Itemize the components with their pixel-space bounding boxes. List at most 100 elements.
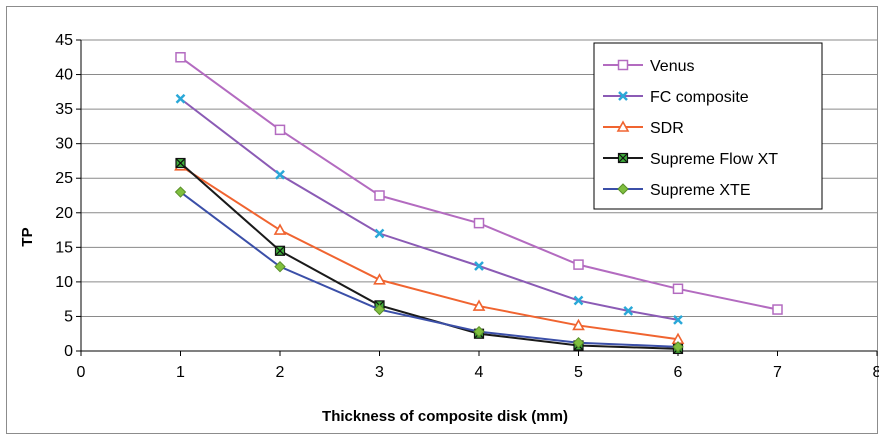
data-point-supreme-flow-xt-1 (274, 245, 286, 256)
y-tick-label-35: 35 (55, 101, 73, 118)
data-point-fc-composite-0 (175, 93, 186, 104)
legend-swatch-marker (616, 120, 630, 132)
marker-shape (473, 325, 485, 338)
marker-shape (374, 190, 385, 201)
marker-shape (573, 259, 584, 270)
legend-label-sdr: SDR (650, 120, 684, 137)
legend-swatch-marker (617, 59, 629, 71)
marker-shape (175, 52, 186, 63)
marker-shape (617, 183, 629, 195)
data-point-fc-composite-5 (623, 306, 634, 316)
y-tick-label-15: 15 (55, 239, 73, 256)
grid-layer (81, 39, 877, 317)
series-fc-composite (175, 93, 683, 325)
series-layer (174, 52, 783, 355)
y-tick-label-10: 10 (55, 274, 73, 291)
data-point-venus-6 (772, 304, 783, 315)
x-tick-label-6: 6 (674, 364, 683, 381)
data-point-supreme-xte-2 (373, 303, 386, 316)
data-point-supreme-xte-4 (572, 336, 585, 349)
marker-shape (473, 217, 485, 229)
y-tick-label-40: 40 (55, 67, 73, 84)
data-point-venus-1 (274, 124, 286, 136)
legend-label-venus: Venus (650, 58, 694, 75)
marker-shape (275, 246, 285, 256)
data-point-supreme-xte-0 (174, 186, 187, 198)
legend: Venus FC composite SDR Supreme Flow XT Supre… (593, 42, 823, 210)
series-line-supreme-xte (179, 191, 679, 348)
marker-shape (572, 318, 585, 331)
marker-shape (273, 223, 287, 235)
marker-shape (274, 260, 286, 273)
y-tick-label-20: 20 (55, 205, 73, 222)
data-point-supreme-xte-3 (473, 325, 485, 338)
data-point-venus-3 (473, 217, 485, 229)
data-point-venus-5 (672, 283, 684, 295)
marker-shape (174, 186, 187, 198)
data-point-supreme-flow-xt-0 (175, 157, 186, 169)
marker-shape (373, 273, 386, 285)
data-point-venus-0 (175, 52, 186, 63)
marker-shape (672, 341, 684, 353)
legend-item-sdr: SDR (603, 120, 684, 137)
series-supreme-xte (174, 186, 684, 353)
x-axis-title: Thickness of composite disk (mm) (322, 408, 568, 425)
legend-swatch-marker (617, 152, 629, 164)
legend-swatch-marker (618, 91, 628, 101)
chart-frame: 0 5 10 15 20 25 30 35 40 45 0 1 2 3 4 5 6 7 8 Venus FC comp… (6, 6, 879, 434)
x-tick-label-3: 3 (375, 364, 384, 381)
marker-shape (275, 169, 285, 180)
x-tick-label-0: 0 (77, 364, 86, 381)
marker-shape (618, 91, 628, 101)
marker-shape (573, 295, 584, 306)
marker-shape (176, 158, 185, 168)
series-line-sdr (179, 164, 679, 341)
data-point-sdr-3 (472, 299, 486, 311)
y-tick-label-25: 25 (55, 170, 73, 187)
legend-label-supreme-xte: Supreme XTE (650, 182, 750, 199)
legend-item-supreme-flow-xt: Supreme Flow XT (603, 151, 778, 168)
marker-shape (175, 93, 186, 104)
marker-shape (672, 283, 684, 295)
x-tick-label-1: 1 (176, 364, 185, 381)
y-tick-label-30: 30 (55, 136, 73, 153)
data-point-sdr-4 (572, 318, 585, 331)
marker-shape (572, 336, 585, 349)
data-point-sdr-2 (373, 273, 386, 285)
y-tick-label-45: 45 (55, 32, 73, 49)
series-line-supreme-flow-xt (179, 162, 679, 350)
y-axis-title: TP (19, 227, 36, 246)
data-point-sdr-1 (273, 223, 287, 235)
data-point-fc-composite-1 (275, 169, 285, 180)
marker-shape (618, 153, 628, 163)
data-point-fc-composite-2 (374, 228, 385, 239)
marker-shape (472, 299, 486, 311)
legend-item-supreme-xte: Supreme XTE (603, 182, 750, 199)
data-point-venus-4 (573, 259, 584, 270)
data-point-fc-composite-3 (474, 261, 484, 271)
x-tick-label-5: 5 (574, 364, 583, 381)
data-point-fc-composite-6 (673, 315, 683, 325)
marker-shape (616, 120, 630, 132)
y-tick-label-5: 5 (64, 308, 73, 325)
marker-shape (374, 228, 385, 239)
legend-item-venus: Venus (603, 58, 694, 75)
legend-label-fc-composite: FC composite (650, 89, 749, 106)
marker-shape (617, 59, 629, 71)
y-tick-label-0: 0 (64, 343, 73, 360)
x-tick-label-7: 7 (773, 364, 782, 381)
x-tick-label-2: 2 (276, 364, 285, 381)
legend-item-fc-composite: FC composite (603, 89, 749, 106)
marker-shape (673, 315, 683, 325)
data-point-fc-composite-4 (573, 295, 584, 306)
marker-shape (623, 306, 634, 316)
marker-shape (274, 124, 286, 136)
legend-swatch-marker (617, 183, 629, 195)
marker-shape (373, 303, 386, 316)
series-venus (175, 52, 783, 315)
data-point-supreme-xte-5 (672, 341, 684, 353)
data-point-supreme-xte-1 (274, 260, 286, 273)
data-point-venus-2 (374, 190, 385, 201)
